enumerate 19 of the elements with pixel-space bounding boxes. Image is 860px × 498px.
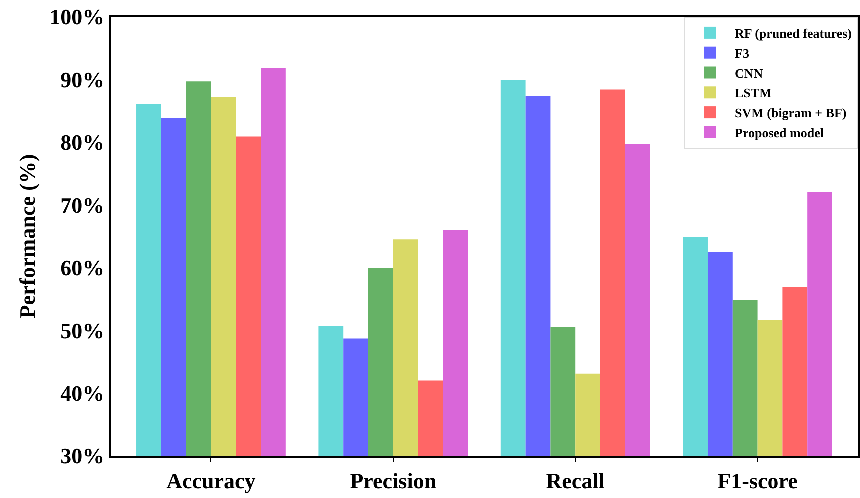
y-tick-label: 60%	[60, 256, 105, 281]
x-tick-label: Precision	[350, 468, 437, 494]
y-tick-label: 40%	[60, 380, 105, 406]
legend-label: Proposed model	[735, 126, 824, 141]
y-tick-label: 100%	[50, 4, 105, 30]
y-tick-label: 70%	[60, 192, 105, 218]
x-tick-label: Recall	[546, 468, 605, 494]
legend-label: LSTM	[735, 86, 772, 101]
y-tick-label: 30%	[60, 444, 105, 469]
y-axis-title: Performance (%)	[14, 154, 40, 319]
legend-label: RF (pruned features)	[735, 26, 852, 42]
legend-label: SVM (bigram + BF)	[735, 106, 847, 121]
x-tick-label: F1-score	[718, 468, 798, 494]
x-tick-label: Accuracy	[166, 468, 256, 494]
legend-label: CNN	[735, 66, 764, 81]
y-tick-label: 80%	[60, 130, 105, 156]
y-tick-label: 90%	[60, 67, 105, 92]
legend-label: F3	[735, 46, 750, 61]
y-tick-label: 50%	[60, 318, 105, 344]
